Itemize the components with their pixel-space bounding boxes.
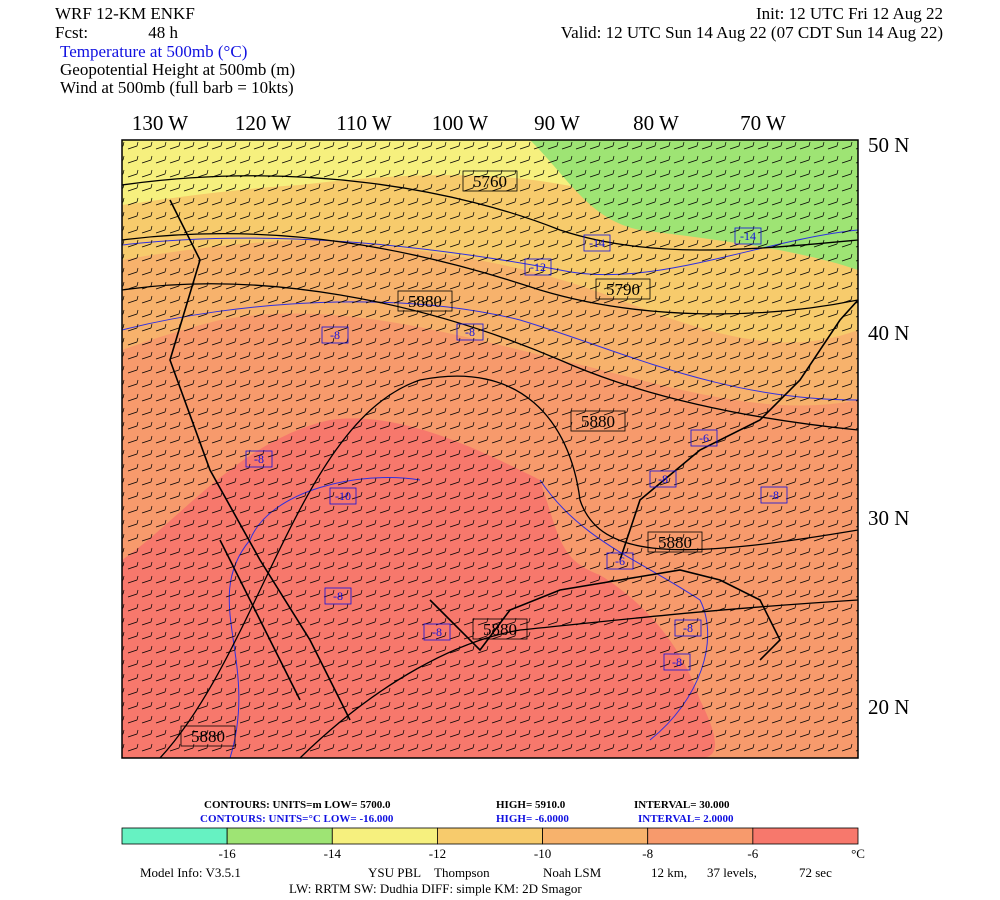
- footer: Thompson: [434, 865, 490, 880]
- temp-label: -8: [683, 621, 693, 635]
- field: Geopotential Height at 500mb (m): [60, 60, 295, 79]
- temp-label-box: [760, 486, 788, 504]
- lon-label: 130 W: [132, 111, 188, 135]
- fcst-label: Fcst:: [55, 23, 88, 42]
- temp-label-box: [583, 234, 611, 252]
- height-label: 5790: [606, 280, 640, 299]
- temp-label-box: [321, 326, 349, 344]
- footer: LW: RRTM SW: Dudhia DIFF: simple KM: 2D …: [289, 881, 582, 896]
- colorbar-tick: -6: [747, 846, 758, 861]
- colorbar-swatch: [542, 827, 649, 845]
- height-label-box: [462, 170, 518, 192]
- temp-label: -8: [658, 472, 668, 486]
- height-label-box: [397, 290, 453, 312]
- lon-label: 80 W: [633, 111, 679, 135]
- height-label: 5760: [473, 172, 507, 191]
- temp-label: -8: [432, 625, 442, 639]
- height-label-box: [595, 278, 651, 300]
- footer: 37 levels,: [707, 865, 757, 880]
- temp-label-box: [456, 323, 484, 341]
- temp-label: -8: [254, 452, 264, 466]
- temp-label-box: [329, 487, 357, 505]
- height-label: 5880: [483, 620, 517, 639]
- contour-info: INTERVAL= 30.000: [634, 799, 730, 811]
- lat-label: 50 N: [868, 133, 909, 157]
- temp-label-box: [245, 450, 273, 468]
- temp-label: -14: [589, 236, 605, 250]
- height-label-box: [472, 618, 528, 640]
- temp-label-box: [649, 470, 677, 488]
- temp-label: -6: [699, 431, 709, 445]
- height-label: 5880: [658, 533, 692, 552]
- colorbar-tick: -14: [324, 846, 342, 861]
- colorbar-tick: -12: [429, 846, 446, 861]
- lon-label: 110 W: [336, 111, 392, 135]
- contour-info: CONTOURS: UNITS=°C LOW= -16.000: [200, 813, 394, 825]
- footer: 72 sec: [799, 865, 832, 880]
- temp-label-box: [524, 258, 552, 276]
- lat-label: 30 N: [868, 506, 909, 530]
- temp-label: -8: [333, 589, 343, 603]
- lon-label: 120 W: [235, 111, 291, 135]
- colorbar-swatch: [647, 827, 754, 845]
- colorbar-tick: -10: [534, 846, 551, 861]
- fcst: 48 h: [148, 23, 178, 42]
- lon-label: 70 W: [740, 111, 786, 135]
- height-label-box: [570, 410, 626, 432]
- contour-info: HIGH= -6.0000: [496, 813, 569, 825]
- temp-label: -14: [740, 229, 756, 243]
- temp-label: -8: [465, 325, 475, 339]
- colorbar-tick: -16: [218, 846, 236, 861]
- contour-info: CONTOURS: UNITS=m LOW= 5700.0: [204, 799, 391, 811]
- contour-info: INTERVAL= 2.0000: [638, 813, 734, 825]
- temp-label: -8: [769, 488, 779, 502]
- colorbar-swatch: [331, 827, 438, 845]
- model: WRF 12-KM ENKF: [55, 4, 195, 23]
- temp-label-box: [674, 619, 702, 637]
- map-frame: [121, 139, 859, 759]
- temp-label-box: [606, 552, 634, 570]
- footer: Model Info: V3.5.1: [140, 865, 241, 880]
- footer: 12 km,: [651, 865, 687, 880]
- temp-label: -12: [530, 260, 546, 274]
- height-label-box: [647, 531, 703, 553]
- temp-label: -10: [335, 489, 351, 503]
- temp-label-box: [663, 653, 691, 671]
- field: Wind at 500mb (full barb = 10kts): [60, 78, 294, 97]
- colorbar-swatch: [121, 827, 228, 845]
- lat-label: 20 N: [868, 695, 909, 719]
- valid: Valid: 12 UTC Sun 14 Aug 22 (07 CDT Sun …: [561, 23, 943, 42]
- contour-info: HIGH= 5910.0: [496, 799, 566, 811]
- temp-label-box: [324, 587, 352, 605]
- footer: YSU PBL: [368, 865, 421, 880]
- height-label: 5880: [408, 292, 442, 311]
- colorbar-swatch: [752, 827, 859, 845]
- colorbar-swatch: [226, 827, 333, 845]
- height-label-box: [180, 725, 236, 747]
- lon-label: 100 W: [432, 111, 488, 135]
- height-label: 5880: [191, 727, 225, 746]
- colorbar-unit: °C: [851, 846, 865, 861]
- temp-label: -8: [330, 328, 340, 342]
- footer: Noah LSM: [543, 865, 602, 880]
- lon-label: 90 W: [534, 111, 580, 135]
- init: Init: 12 UTC Fri 12 Aug 22: [756, 4, 943, 23]
- colorbar-swatch: [437, 827, 543, 845]
- temp-label-box: [423, 623, 451, 641]
- height-label: 5880: [581, 412, 615, 431]
- colorbar-tick: -8: [642, 846, 653, 861]
- temp-label: -6: [615, 554, 625, 568]
- lat-label: 40 N: [868, 321, 909, 345]
- temp-label-box: [734, 227, 762, 245]
- temp-label: -8: [672, 655, 682, 669]
- temp-label-box: [690, 429, 718, 447]
- field: Temperature at 500mb (°C): [60, 42, 247, 61]
